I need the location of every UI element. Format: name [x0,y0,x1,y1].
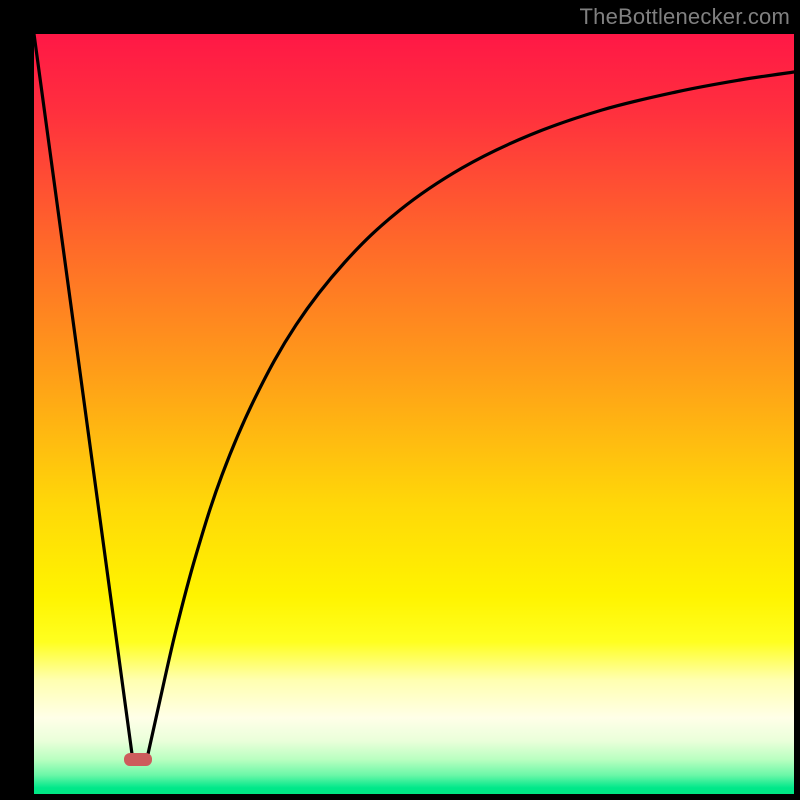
plot-background-gradient [34,34,794,794]
optimum-marker [124,753,152,766]
chart-container: TheBottlenecker.com [0,0,800,800]
bottleneck-chart-svg [0,0,800,800]
